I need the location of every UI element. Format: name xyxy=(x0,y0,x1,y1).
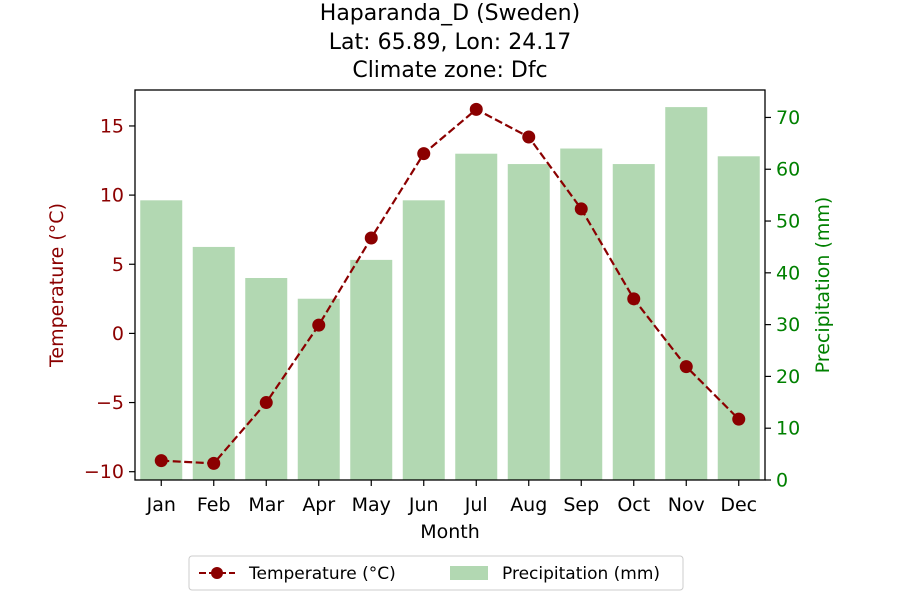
temperature-point-aug xyxy=(522,130,536,144)
temperature-point-jan xyxy=(154,454,168,468)
temperature-point-nov xyxy=(679,360,693,374)
temperature-tick-label: 10 xyxy=(100,185,124,207)
precipitation-bar-feb xyxy=(192,246,235,480)
precipitation-bar-jun xyxy=(402,200,445,480)
month-tick-label: Jul xyxy=(464,494,488,516)
precipitation-axis: 0 10 20 30 40 50 60 70 xyxy=(765,107,800,492)
temperature-point-sep xyxy=(574,202,588,216)
precipitation-tick-label: 40 xyxy=(776,262,800,284)
temperature-tick-label: 15 xyxy=(100,115,124,137)
precipitation-tick-label: 70 xyxy=(776,107,800,129)
month-tick-label: May xyxy=(352,494,391,516)
legend-temperature-label: Temperature (°C) xyxy=(248,564,396,584)
temperature-point-apr xyxy=(312,318,326,332)
temperature-point-jul xyxy=(469,102,483,116)
temperature-tick-label: 0 xyxy=(112,323,124,345)
precipitation-bars xyxy=(140,107,760,481)
month-tick-label: Nov xyxy=(668,494,705,516)
precipitation-bar-jul xyxy=(455,153,498,480)
precipitation-bar-jan xyxy=(140,200,183,480)
month-tick-label: Feb xyxy=(197,494,231,516)
x-axis-label: Month xyxy=(420,521,480,543)
temperature-point-mar xyxy=(259,396,273,410)
temperature-tick-label: −10 xyxy=(84,461,124,483)
precipitation-tick-label: 60 xyxy=(776,159,800,181)
month-tick-label: Aug xyxy=(510,494,547,516)
legend: Temperature (°C) Precipitation (mm) xyxy=(188,555,684,591)
chart-title-line-1: Haparanda_D (Sweden) xyxy=(320,1,580,26)
precipitation-tick-label: 30 xyxy=(776,314,800,336)
month-tick-label: Mar xyxy=(248,494,284,516)
y-axis-right-label: Precipitation (mm) xyxy=(812,197,834,374)
temperature-series-line xyxy=(161,108,740,465)
chart-title-line-2: Lat: 65.89, Lon: 24.17 xyxy=(329,30,571,55)
temperature-point-feb xyxy=(207,456,221,470)
month-tick-label: Jun xyxy=(408,494,439,516)
precipitation-tick-label: 50 xyxy=(776,211,800,233)
chart-title-line-3: Climate zone: Dfc xyxy=(352,58,547,83)
y-axis-left-label: Temperature (°C) xyxy=(46,203,68,368)
month-tick-label: Dec xyxy=(720,494,757,516)
precipitation-bar-nov xyxy=(665,107,708,480)
legend-temperature-swatch-marker xyxy=(211,567,223,579)
precipitation-bar-mar xyxy=(245,278,288,480)
precipitation-bar-sep xyxy=(560,148,603,481)
precipitation-tick-label: 0 xyxy=(776,470,788,492)
precipitation-bar-dec xyxy=(717,156,760,481)
temperature-tick-label: 5 xyxy=(112,254,124,276)
month-tick-label: Oct xyxy=(617,494,650,516)
temperature-point-dec xyxy=(732,412,746,426)
legend-precipitation-label: Precipitation (mm) xyxy=(502,564,660,584)
month-axis: Jan Feb Mar Apr May Jun Jul Aug Sep Oct Nov Dec xyxy=(146,480,757,516)
temperature-point-may xyxy=(364,231,378,245)
precipitation-bar-aug xyxy=(507,164,550,480)
month-tick-label: Sep xyxy=(563,494,599,516)
legend-box xyxy=(188,555,684,591)
temperature-point-jun xyxy=(417,147,431,161)
precipitation-tick-label: 10 xyxy=(776,418,800,440)
temperature-tick-label: −5 xyxy=(96,392,124,414)
plot-frame xyxy=(134,89,766,481)
temperature-line xyxy=(154,102,746,470)
month-tick-label: Jan xyxy=(146,494,176,516)
precipitation-tick-label: 20 xyxy=(776,366,800,388)
temperature-point-oct xyxy=(627,292,641,306)
precipitation-bar-may xyxy=(350,259,393,480)
temperature-axis: −10 −5 0 5 10 15 xyxy=(84,115,135,483)
precipitation-bar-oct xyxy=(612,164,655,480)
month-tick-label: Apr xyxy=(302,494,335,516)
legend-precipitation-swatch xyxy=(450,566,488,580)
